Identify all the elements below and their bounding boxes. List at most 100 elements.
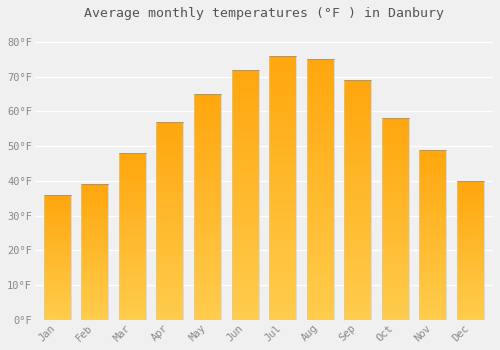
Bar [44,298,71,299]
Bar [156,316,184,318]
Bar [306,289,334,291]
Bar [457,292,484,294]
Bar [156,172,184,173]
Bar [44,291,71,293]
Bar [457,214,484,216]
Bar [44,229,71,230]
Bar [82,239,108,240]
Bar [344,222,372,224]
Bar [44,222,71,224]
Bar [306,88,334,91]
Bar [382,134,409,136]
Bar [306,75,334,78]
Bar [344,274,372,277]
Bar [420,184,446,186]
Bar [344,116,372,119]
Bar [306,278,334,281]
Bar [306,302,334,304]
Bar [306,72,334,75]
Bar [232,80,258,82]
Bar [457,253,484,254]
Bar [420,282,446,284]
Bar [306,104,334,106]
Bar [82,289,108,290]
Bar [420,262,446,264]
Bar [82,216,108,217]
Bar [420,296,446,298]
Bar [420,269,446,271]
Bar [269,183,296,185]
Bar [306,312,334,315]
Bar [457,280,484,281]
Bar [344,289,372,291]
Bar [119,310,146,312]
Bar [194,288,221,290]
Bar [457,241,484,242]
Bar [44,270,71,271]
Bar [119,265,146,267]
Bar [420,186,446,187]
Bar [420,288,446,289]
Bar [194,96,221,99]
Bar [306,67,334,70]
Bar [420,228,446,230]
Bar [119,228,146,230]
Bar [344,92,372,94]
Bar [382,126,409,128]
Bar [457,195,484,196]
Bar [156,265,184,266]
Bar [156,312,184,314]
Bar [306,255,334,257]
Bar [194,315,221,318]
Bar [344,164,372,167]
Bar [44,201,71,202]
Bar [420,253,446,255]
Bar [232,305,258,307]
Bar [344,294,372,296]
Bar [457,216,484,217]
Bar [344,255,372,258]
Bar [269,265,296,267]
Bar [269,90,296,93]
Bar [306,158,334,161]
Bar [306,190,334,192]
Bar [269,283,296,286]
Bar [420,279,446,281]
Bar [119,295,146,296]
Bar [156,241,184,243]
Bar [344,190,372,193]
Bar [82,194,108,195]
Bar [269,275,296,278]
Bar [382,310,409,312]
Bar [156,136,184,138]
Bar [119,210,146,211]
Bar [232,107,258,110]
Bar [420,274,446,276]
Bar [156,260,184,262]
Bar [306,161,334,163]
Bar [194,150,221,153]
Bar [44,232,71,234]
Bar [306,125,334,127]
Bar [119,283,146,285]
Bar [306,262,334,265]
Bar [420,318,446,320]
Bar [269,88,296,90]
Bar [44,210,71,211]
Bar [457,294,484,295]
Bar [344,217,372,219]
Bar [44,306,71,307]
Bar [306,145,334,148]
Bar [457,285,484,287]
Bar [232,185,258,187]
Bar [119,298,146,300]
Bar [269,61,296,64]
Bar [269,296,296,299]
Bar [82,198,108,200]
Bar [194,196,221,198]
Bar [420,259,446,260]
Bar [82,310,108,312]
Bar [44,275,71,276]
Bar [82,287,108,289]
Bar [344,279,372,282]
